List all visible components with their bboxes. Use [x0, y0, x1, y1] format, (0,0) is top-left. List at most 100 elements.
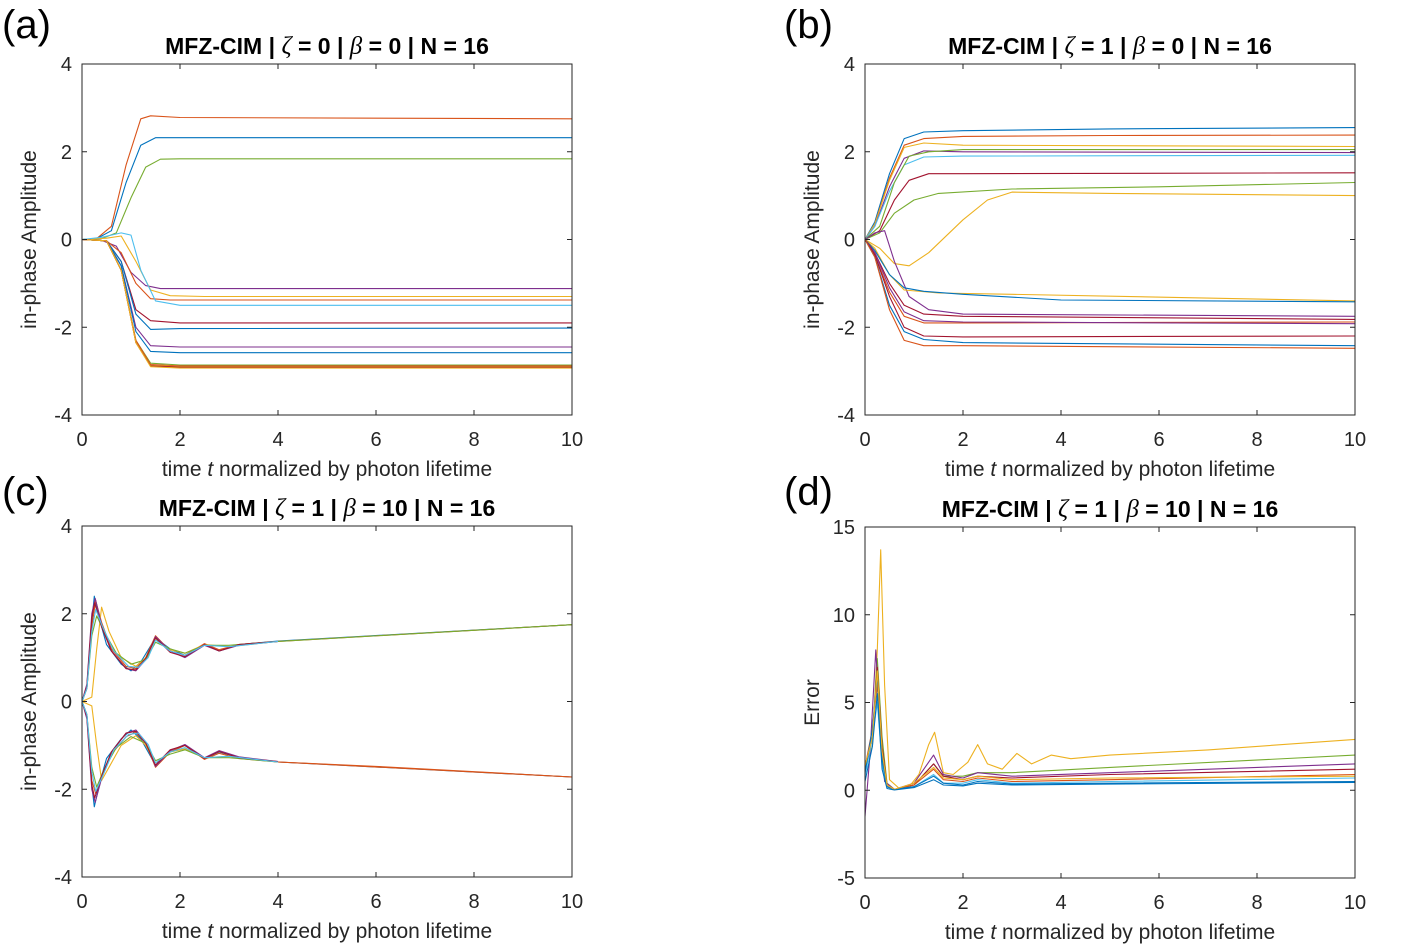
series-line-2: [82, 600, 572, 702]
chart-title: MFZ-CIM | ζ = 1 | β = 0 | N = 16: [948, 33, 1272, 60]
axes-box: [81, 525, 573, 878]
title-part: MFZ-CIM |: [165, 33, 281, 59]
y-tick-label: -4: [837, 405, 855, 427]
y-tick-label: 0: [61, 230, 72, 252]
series-line-13: [82, 701, 279, 799]
title-part: ζ: [1058, 496, 1070, 523]
x-label-part: t: [990, 921, 997, 944]
series-line-12: [82, 701, 279, 788]
x-tick-label: 4: [1055, 892, 1066, 914]
title-part: ζ: [275, 495, 287, 522]
series-line-1: [82, 115, 572, 241]
title-part: = 1 |: [1068, 496, 1126, 522]
x-tick-label: 10: [561, 891, 583, 913]
title-part: = 0 | N = 16: [362, 33, 489, 59]
series-line-7: [82, 232, 572, 306]
series-group: [82, 115, 572, 369]
series-line-10: [82, 238, 572, 348]
title-part: β: [342, 495, 356, 522]
x-label-part: t: [207, 458, 214, 481]
title-part: = 1 |: [285, 495, 343, 521]
series-line-4: [865, 666, 1355, 790]
x-tick-label: 10: [1344, 892, 1366, 914]
x-label-part: time: [945, 458, 991, 481]
axes-box: [864, 526, 1356, 879]
panel-c: (c) MFZ-CIM | ζ = 1 | β = 10 | N = 16 0 2 4 6…: [2, 470, 583, 943]
y-tick-label: 5: [844, 693, 855, 715]
title-part: β: [1132, 33, 1146, 60]
y-axis-label: Error: [801, 679, 824, 726]
chart-title: MFZ-CIM | ζ = 1 | β = 10 | N = 16: [942, 496, 1279, 523]
x-tick-label: 6: [1153, 892, 1164, 914]
panel-letter: (b): [784, 3, 833, 47]
title-part: ζ: [1064, 33, 1076, 60]
y-tick-label: -5: [837, 868, 855, 890]
series-line-3: [865, 142, 1355, 240]
x-axis-label: time t normalized by photon lifetime: [945, 921, 1275, 944]
series-line-9: [82, 238, 572, 330]
y-tick-label: 10: [833, 605, 855, 627]
series-line-5: [865, 154, 1355, 240]
x-tick-label: 4: [1055, 429, 1066, 451]
x-label-part: time: [945, 921, 991, 944]
series-line-1: [865, 549, 1355, 790]
series-line-18: [865, 239, 1355, 349]
series-line-14: [82, 701, 279, 792]
y-tick-label: 15: [833, 517, 855, 539]
panel-a: (a) MFZ-CIM | ζ = 0 | β = 0 | N = 16 0 2 4 6 8…: [2, 3, 583, 481]
chart-title: MFZ-CIM | ζ = 0 | β = 0 | N = 16: [165, 33, 489, 60]
x-label-part: t: [207, 920, 214, 943]
x-tick-label: 8: [468, 429, 479, 451]
x-tick-label: 8: [1251, 429, 1262, 451]
chart-title: MFZ-CIM | ζ = 1 | β = 10 | N = 16: [159, 495, 496, 522]
y-tick-label: 4: [61, 54, 72, 76]
title-part: ζ: [281, 33, 293, 60]
x-label-part: t: [990, 458, 997, 481]
y-tick-label: 2: [61, 604, 72, 626]
x-tick-label: 2: [957, 429, 968, 451]
series-line-13: [865, 239, 1355, 320]
title-part: β: [1125, 496, 1139, 523]
x-label-part: normalized by photon lifetime: [996, 458, 1275, 481]
x-tick-label: 10: [561, 429, 583, 451]
series-line-8: [865, 181, 1355, 241]
series-group: [865, 127, 1355, 349]
series-line-5: [82, 615, 572, 702]
series-line-3: [865, 649, 1355, 817]
x-tick-label: 8: [1251, 892, 1262, 914]
x-label-part: normalized by photon lifetime: [213, 920, 492, 943]
series-line-15: [865, 239, 1355, 325]
x-label-part: normalized by photon lifetime: [996, 921, 1275, 944]
series-line-6: [865, 149, 1355, 240]
title-part: β: [349, 33, 363, 60]
x-tick-label: 6: [1153, 429, 1164, 451]
x-axis-label: time t normalized by photon lifetime: [945, 458, 1275, 481]
x-tick-label: 0: [76, 429, 87, 451]
x-tick-label: 8: [468, 891, 479, 913]
panel-letter: (a): [2, 3, 51, 47]
series-line-15: [82, 238, 572, 368]
panel-letter: (c): [2, 470, 49, 514]
x-tick-label: 2: [174, 891, 185, 913]
series-line-7: [865, 172, 1355, 240]
series-line-7: [82, 608, 279, 702]
series-line-8: [82, 238, 572, 324]
x-tick-label: 2: [174, 429, 185, 451]
title-part: MFZ-CIM |: [159, 495, 275, 521]
series-line-12: [865, 239, 1355, 303]
axes-box: [81, 63, 573, 416]
series-line-11: [865, 239, 1355, 302]
y-axis-label: in-phase Amplitude: [18, 150, 41, 329]
series-line-9: [865, 191, 1355, 267]
axes-box: [864, 63, 1356, 416]
series-group: [82, 595, 572, 808]
y-tick-label: 2: [844, 142, 855, 164]
title-part: = 0 |: [292, 33, 350, 59]
title-part: = 1 |: [1075, 33, 1133, 59]
y-tick-label: -2: [54, 779, 72, 801]
y-tick-label: 0: [844, 230, 855, 252]
x-tick-label: 0: [76, 891, 87, 913]
title-part: = 0 | N = 16: [1145, 33, 1272, 59]
series-line-14: [865, 239, 1355, 324]
y-tick-label: -4: [54, 405, 72, 427]
